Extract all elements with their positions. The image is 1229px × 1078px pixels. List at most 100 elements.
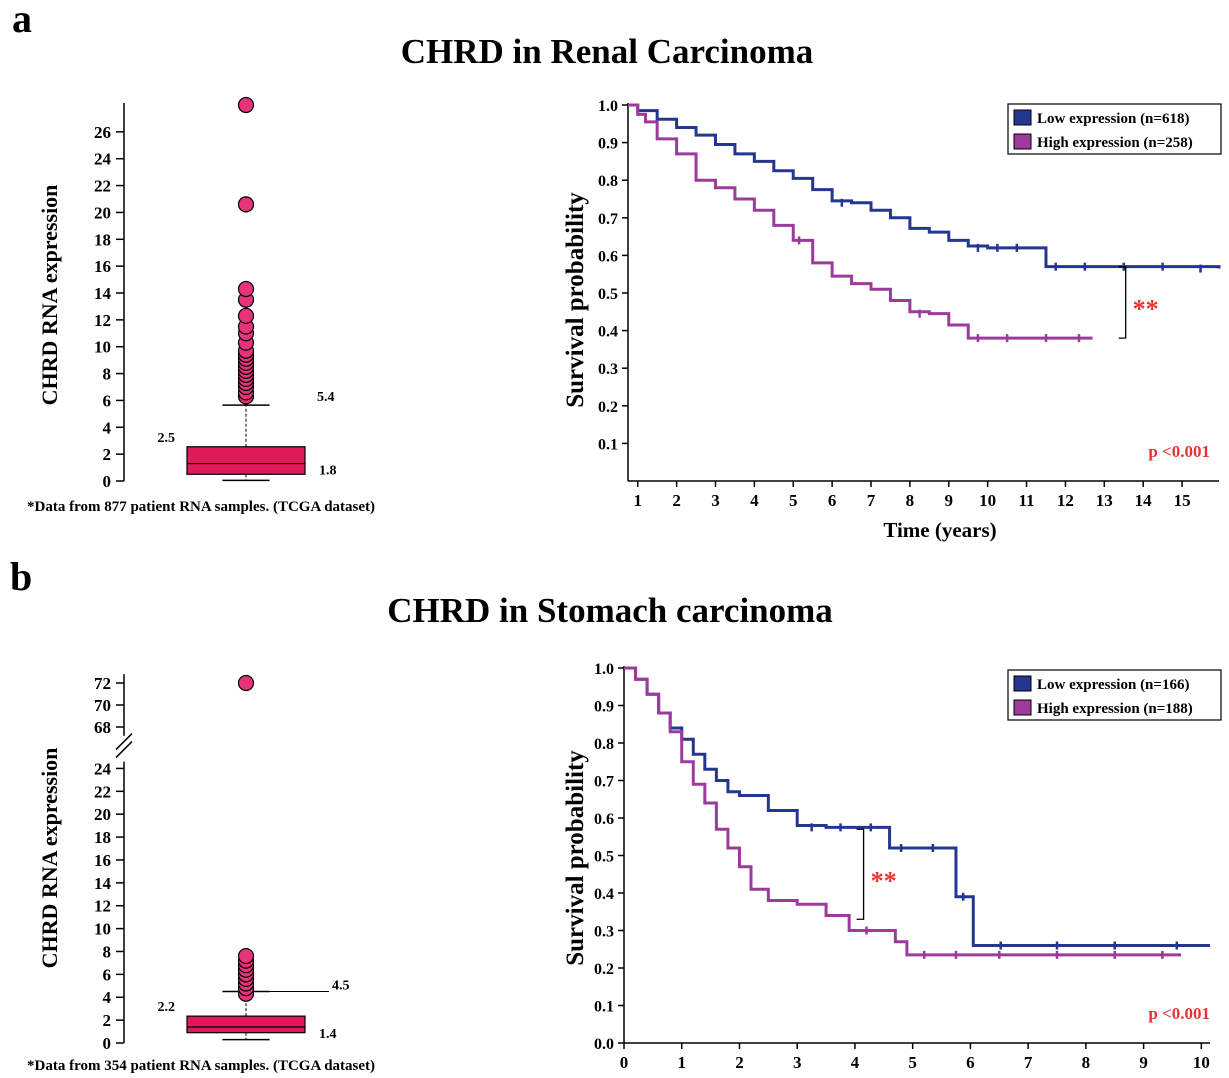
y-tick-label: 68 bbox=[94, 718, 111, 737]
y-tick-label: 14 bbox=[94, 284, 112, 303]
whisker-high-label: 5.4 bbox=[317, 390, 335, 405]
x-tick-label: 6 bbox=[828, 491, 837, 510]
y-tick-label: 14 bbox=[94, 874, 112, 893]
y-tick-label: 0.1 bbox=[598, 436, 618, 453]
outlier-point bbox=[237, 96, 255, 114]
significance-stars: ** bbox=[1133, 294, 1159, 323]
x-tick-label: 2 bbox=[672, 491, 681, 510]
y-tick-label: 0.7 bbox=[594, 774, 614, 791]
x-tick-label: 3 bbox=[711, 491, 720, 510]
x-tick-label: 1 bbox=[633, 491, 642, 510]
x-tick-label: 12 bbox=[1057, 491, 1074, 510]
axis-break-mark bbox=[115, 733, 133, 751]
pvalue-stomach: p <0.001 bbox=[1148, 1004, 1210, 1023]
y-tick-label: 16 bbox=[94, 851, 111, 870]
km-ylabel-stomach: Survival probability bbox=[562, 750, 589, 966]
legend-label-high: High expression (n=188) bbox=[1037, 701, 1193, 717]
x-tick-label: 13 bbox=[1096, 491, 1113, 510]
panel-label-a: a bbox=[12, 0, 32, 41]
y-tick-label: 0.3 bbox=[598, 361, 618, 378]
y-tick-label: 0.8 bbox=[594, 736, 614, 753]
x-tick-label: 11 bbox=[1019, 491, 1035, 510]
y-tick-label: 12 bbox=[94, 311, 111, 330]
q3-label: 2.5 bbox=[158, 431, 176, 446]
x-tick-label: 0 bbox=[620, 1053, 629, 1072]
y-tick-label: 0.6 bbox=[594, 811, 614, 828]
y-tick-label: 10 bbox=[94, 338, 111, 357]
legend-swatch-low bbox=[1013, 675, 1032, 692]
y-tick-label: 0.4 bbox=[594, 886, 614, 903]
y-tick-label: 72 bbox=[94, 674, 111, 693]
box-iqr bbox=[186, 1015, 306, 1034]
y-tick-label: 0 bbox=[103, 1034, 112, 1053]
x-tick-label: 3 bbox=[793, 1053, 802, 1072]
y-tick-label: 12 bbox=[94, 897, 111, 916]
y-tick-label: 26 bbox=[94, 123, 111, 142]
x-tick-label: 5 bbox=[908, 1053, 917, 1072]
legend: Low expression (n=618) High expression (n… bbox=[1007, 103, 1222, 155]
y-tick-label: 0.1 bbox=[594, 999, 614, 1016]
x-tick-label: 14 bbox=[1135, 491, 1153, 510]
x-tick-label: 9 bbox=[1139, 1053, 1148, 1072]
y-tick-label: 18 bbox=[94, 230, 111, 249]
y-tick-label: 0.2 bbox=[598, 399, 618, 416]
q3-label: 2.2 bbox=[158, 1000, 176, 1015]
x-tick-label: 10 bbox=[979, 491, 996, 510]
y-tick-label: 0.6 bbox=[598, 248, 618, 265]
y-tick-label: 20 bbox=[94, 203, 111, 222]
y-tick-label: 2 bbox=[103, 1011, 112, 1030]
x-tick-label: 7 bbox=[867, 491, 876, 510]
y-tick-label: 0.4 bbox=[598, 324, 618, 341]
panel-label-b: b bbox=[10, 554, 32, 599]
y-tick-label: 0.0 bbox=[594, 1036, 614, 1053]
whisker-high-label: 4.5 bbox=[332, 979, 350, 994]
legend-label-high: High expression (n=258) bbox=[1037, 135, 1193, 151]
y-tick-label: 24 bbox=[94, 759, 112, 778]
pvalue-renal: p <0.001 bbox=[1148, 442, 1210, 461]
x-tick-label: 8 bbox=[906, 491, 915, 510]
y-tick-label: 8 bbox=[103, 365, 112, 384]
chart-title-renal: CHRD in Renal Carcinoma bbox=[401, 32, 814, 71]
y-tick-label: 22 bbox=[94, 177, 111, 196]
y-tick-label: 1.0 bbox=[594, 661, 614, 678]
y-tick-label: 0 bbox=[103, 472, 112, 491]
km-curve-high bbox=[624, 666, 1182, 957]
x-tick-label: 6 bbox=[966, 1053, 975, 1072]
outlier-point bbox=[237, 674, 255, 692]
y-tick-label: 4 bbox=[103, 988, 112, 1007]
significance-bracket bbox=[856, 828, 865, 920]
legend-swatch-high bbox=[1013, 699, 1032, 716]
chart-marks: 024681012141618202224262.51.85.40.10.20.… bbox=[94, 96, 1222, 1072]
km-ylabel-renal: Survival probability bbox=[562, 192, 589, 408]
box-ylabel-renal: CHRD RNA expression bbox=[37, 185, 62, 406]
y-tick-label: 2 bbox=[103, 445, 112, 464]
y-tick-label: 16 bbox=[94, 257, 111, 276]
y-tick-label: 0.5 bbox=[594, 849, 614, 866]
legend-label-low: Low expression (n=618) bbox=[1037, 111, 1189, 127]
box-iqr bbox=[186, 446, 306, 475]
km-curve-high bbox=[628, 103, 1093, 340]
y-tick-label: 10 bbox=[94, 920, 111, 939]
legend-box bbox=[1007, 669, 1222, 721]
median-label: 1.8 bbox=[319, 464, 337, 479]
y-tick-label: 18 bbox=[94, 828, 111, 847]
x-tick-label: 8 bbox=[1082, 1053, 1091, 1072]
y-tick-label: 8 bbox=[103, 942, 112, 961]
y-tick-label: 70 bbox=[94, 696, 111, 715]
legend-label-low: Low expression (n=166) bbox=[1037, 677, 1189, 693]
x-tick-label: 9 bbox=[945, 491, 954, 510]
legend-box bbox=[1007, 103, 1222, 155]
x-tick-label: 10 bbox=[1193, 1053, 1210, 1072]
box-ylabel-stomach: CHRD RNA expression bbox=[37, 748, 62, 969]
y-tick-label: 0.3 bbox=[594, 924, 614, 941]
x-tick-label: 1 bbox=[677, 1053, 686, 1072]
y-tick-label: 0.8 bbox=[598, 173, 618, 190]
outlier-point bbox=[237, 947, 255, 965]
outlier-point bbox=[237, 307, 255, 324]
y-tick-label: 0.7 bbox=[598, 211, 618, 228]
y-tick-label: 24 bbox=[94, 150, 112, 169]
legend-swatch-low bbox=[1013, 109, 1032, 126]
significance-bracket bbox=[1118, 266, 1127, 339]
significance-stars: ** bbox=[871, 866, 897, 895]
